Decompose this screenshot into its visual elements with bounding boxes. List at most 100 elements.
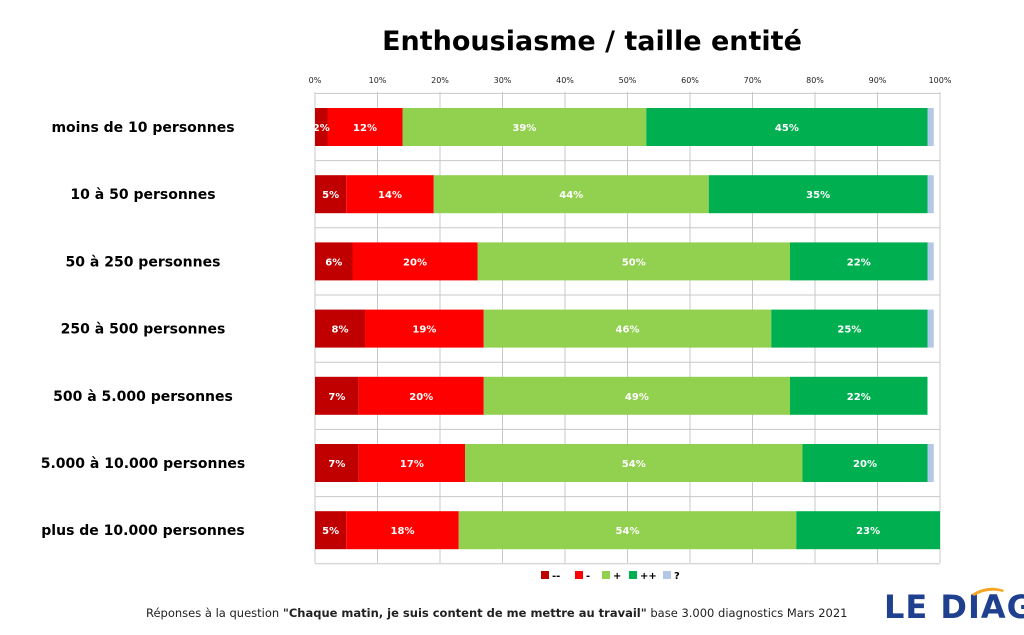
- data-label: 20%: [853, 459, 877, 470]
- bar-segment: [365, 309, 484, 348]
- bar-segment: [346, 511, 459, 550]
- bar-segment: [315, 242, 353, 281]
- data-label: 5%: [322, 526, 339, 537]
- data-label: 14%: [378, 190, 402, 201]
- chart-title: Enthousiasme / taille entité: [382, 26, 802, 57]
- bar-segment: [477, 242, 790, 281]
- data-label: 20%: [403, 257, 427, 268]
- legend-swatch: [629, 571, 637, 579]
- bar-segment: [927, 309, 934, 348]
- x-tick-label: 10%: [369, 76, 387, 85]
- category-label: moins de 10 personnes: [51, 120, 234, 136]
- bar-segment: [708, 175, 928, 214]
- data-label: 7%: [328, 392, 345, 403]
- legend-label: -: [586, 571, 590, 582]
- footer-suffix: base 3.000 diagnostics Mars 2021: [646, 606, 848, 620]
- category-label: 500 à 5.000 personnes: [53, 389, 233, 405]
- x-tick-label: 0%: [309, 76, 322, 85]
- data-label: 8%: [332, 325, 349, 336]
- legend-swatch: [663, 571, 671, 579]
- bar-segment: [790, 242, 928, 281]
- bar-segment: [927, 108, 934, 146]
- x-tick-label: 70%: [744, 76, 762, 85]
- x-tick-label: 50%: [619, 76, 637, 85]
- logo-text: LE DIAG: [884, 588, 1024, 626]
- data-label: 20%: [409, 392, 433, 403]
- bar-segment: [402, 108, 647, 146]
- data-label: 50%: [622, 257, 646, 268]
- bar-segment: [465, 444, 803, 482]
- data-label: 18%: [391, 526, 415, 537]
- data-label: 39%: [512, 123, 536, 134]
- category-label: 10 à 50 personnes: [70, 187, 215, 203]
- data-label: 44%: [559, 190, 583, 201]
- x-tick-label: 20%: [431, 76, 449, 85]
- data-label: 22%: [847, 392, 871, 403]
- x-tick-label: 100%: [929, 76, 952, 85]
- x-tick-label: 30%: [494, 76, 512, 85]
- data-label: 35%: [806, 190, 830, 201]
- legend-label: ++: [640, 571, 657, 582]
- bar-segment: [433, 175, 709, 214]
- data-label: 7%: [328, 459, 345, 470]
- data-label: 12%: [353, 123, 377, 134]
- data-label: 5%: [322, 190, 339, 201]
- bar-segment: [352, 242, 478, 281]
- bar-segment: [646, 108, 928, 146]
- data-label: 2%: [313, 123, 330, 134]
- legend-swatch: [541, 571, 549, 579]
- data-label: 23%: [856, 526, 880, 537]
- footer-question: "Chaque matin, je suis content de me met…: [282, 606, 647, 620]
- category-label: 5.000 à 10.000 personnes: [41, 456, 246, 472]
- category-label: 250 à 500 personnes: [61, 322, 226, 338]
- legend: -- - + ++?: [541, 571, 680, 582]
- bars: [315, 108, 940, 550]
- category-label: plus de 10.000 personnes: [41, 523, 244, 539]
- footer-note: Réponses à la question "Chaque matin, je…: [146, 606, 847, 620]
- bar-segment: [927, 444, 934, 482]
- bar-segment: [315, 175, 347, 214]
- data-labels: 2% 12% 39% 45% 5% 14% 44% 35% 6% 20% 50% 22% 8% 19% 46…: [313, 123, 880, 537]
- legend-swatch: [575, 571, 583, 579]
- data-label: 6%: [325, 257, 342, 268]
- footer-prefix: Réponses à la question: [146, 606, 283, 620]
- category-labels: moins de 10 personnes 10 à 50 personnes 50…: [41, 120, 246, 539]
- bar-segment: [315, 444, 359, 482]
- x-tick-label: 40%: [556, 76, 574, 85]
- data-label: 46%: [616, 325, 640, 336]
- data-label: 22%: [847, 257, 871, 268]
- bar-segment: [802, 444, 928, 482]
- bar-segment: [771, 309, 928, 348]
- bar-segment: [927, 242, 934, 281]
- x-tick-label: 90%: [869, 76, 887, 85]
- data-label: 25%: [837, 325, 861, 336]
- bar-segment: [483, 376, 790, 415]
- bar-segment: [315, 309, 365, 348]
- bar-segment: [358, 376, 484, 415]
- x-tick-label: 80%: [806, 76, 824, 85]
- data-label: 45%: [775, 123, 799, 134]
- bar-segment: [327, 108, 403, 146]
- legend-swatch: [602, 571, 610, 579]
- data-label: 19%: [412, 325, 436, 336]
- bar-segment: [315, 511, 347, 550]
- logo: LE DIAG: [884, 587, 1024, 626]
- bar-segment: [458, 511, 797, 550]
- bar-segment: [346, 175, 434, 214]
- legend-label: +: [613, 571, 621, 582]
- bar-segment: [796, 511, 940, 550]
- data-label: 49%: [625, 392, 649, 403]
- gridlines: [314, 92, 941, 565]
- legend-label: --: [552, 571, 560, 582]
- bar-segment: [358, 444, 465, 482]
- data-label: 54%: [616, 526, 640, 537]
- legend-label: ?: [674, 571, 680, 582]
- bar-segment: [927, 175, 934, 214]
- bar-segment: [315, 376, 359, 415]
- data-label: 17%: [400, 459, 424, 470]
- bar-segment: [315, 108, 328, 146]
- x-tick-labels: 0% 10% 20% 30% 40% 50% 60% 70% 80% 90% 100%: [309, 76, 952, 85]
- data-label: 54%: [622, 459, 646, 470]
- category-label: 50 à 250 personnes: [66, 254, 221, 270]
